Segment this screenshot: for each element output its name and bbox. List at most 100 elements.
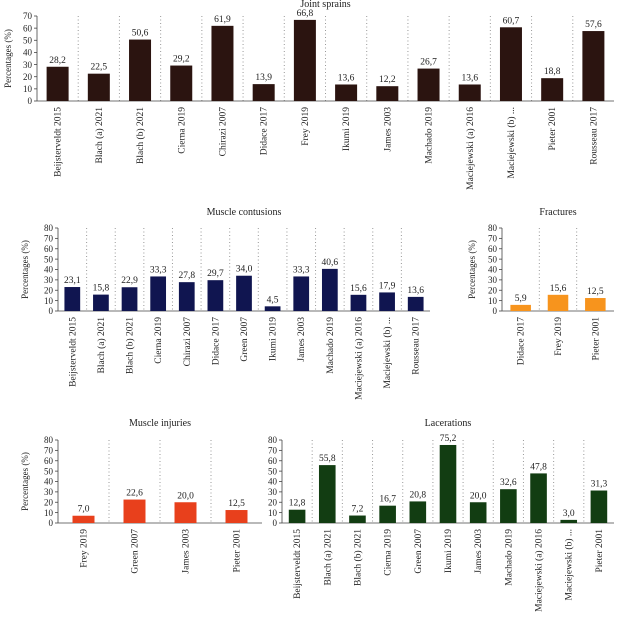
bar — [264, 306, 281, 311]
bar — [439, 444, 457, 523]
chart-2: Fractures Percentages (%) 0102030405060708… — [467, 207, 614, 365]
category-label: Ikumi 2019 — [444, 529, 454, 573]
data-label: 22,9 — [121, 276, 138, 286]
data-label: 15,6 — [550, 284, 567, 294]
bar — [178, 282, 195, 311]
data-label: 13,6 — [461, 73, 478, 83]
bar — [407, 296, 424, 311]
y-tick-label: 0 — [493, 306, 498, 316]
y-tick-label: 60 — [23, 23, 33, 33]
bar — [225, 510, 248, 523]
data-label: 13,9 — [255, 73, 272, 83]
y-tick-label: 40 — [44, 477, 54, 487]
data-label: 5,9 — [515, 294, 527, 304]
y-tick-label: 20 — [23, 72, 33, 82]
chart-title: Lacerations — [425, 418, 472, 429]
bar — [170, 65, 193, 101]
y-axis-label: Percentages (%) — [20, 240, 30, 299]
y-tick-label: 40 — [23, 48, 33, 58]
bar — [469, 502, 487, 523]
y-tick-label: 40 — [488, 265, 498, 275]
y-tick-label: 40 — [44, 265, 54, 275]
bar — [293, 276, 310, 311]
y-tick-label: 30 — [44, 275, 54, 285]
category-label: James 2003 — [182, 529, 192, 574]
bar — [211, 25, 234, 101]
data-label: 66,8 — [297, 9, 314, 19]
data-label: 13,6 — [338, 73, 355, 83]
data-label: 3,0 — [563, 509, 575, 519]
category-label: James 2003 — [297, 317, 307, 362]
y-tick-label: 80 — [44, 223, 54, 233]
y-tick-label: 10 — [44, 296, 54, 306]
bar — [121, 287, 138, 311]
bar — [547, 294, 569, 311]
category-label: James 2003 — [383, 107, 393, 152]
y-tick-label: 60 — [44, 244, 54, 254]
bar — [585, 298, 606, 311]
y-tick-label: 10 — [268, 508, 278, 518]
category-label: Blach (a) 2021 — [94, 107, 105, 164]
data-label: 16,7 — [379, 495, 396, 505]
chart-0: Joint sprains Percentages (%) 0 10 20 30 40 50 6… — [3, 0, 614, 190]
bar — [318, 465, 336, 523]
bar — [64, 287, 81, 311]
category-label: Frey 2019 — [301, 107, 311, 146]
bar — [93, 294, 109, 311]
data-label: 28,2 — [49, 56, 66, 66]
y-tick-label: 0 — [49, 518, 54, 528]
y-tick-label: 50 — [44, 254, 54, 264]
data-label: 15,6 — [350, 284, 367, 294]
data-label: 22,6 — [126, 489, 143, 499]
data-label: 12,8 — [289, 499, 306, 509]
bar — [236, 275, 252, 311]
bar — [293, 19, 316, 102]
y-tick-label: 70 — [23, 11, 33, 21]
y-tick-label: 0 — [28, 96, 33, 106]
category-label: Maciejewski (a) 2016 — [353, 317, 364, 400]
data-label: 47,8 — [530, 462, 547, 472]
bar — [530, 473, 547, 523]
category-label: Green 2007 — [414, 529, 424, 574]
data-label: 20,0 — [177, 491, 194, 501]
y-tick-label: 0 — [273, 518, 278, 528]
category-label: Maciejewski (a) 2016 — [465, 107, 476, 190]
y-axis-label: Percentages (%) — [3, 29, 13, 88]
bar — [129, 39, 152, 101]
data-label: 61,9 — [214, 15, 231, 25]
category-label: Blach (b) 2021 — [352, 529, 363, 586]
data-label: 12,5 — [587, 287, 604, 297]
data-label: 55,8 — [319, 454, 336, 464]
y-tick-label: 50 — [268, 466, 278, 476]
category-label: Green 2007 — [240, 317, 250, 362]
category-label: Green 2007 — [131, 529, 141, 574]
data-label: 57,6 — [585, 20, 602, 30]
y-tick-label: 60 — [268, 456, 278, 466]
bar — [510, 304, 531, 311]
bar — [349, 515, 366, 523]
bar — [541, 78, 564, 101]
data-label: 29,7 — [207, 269, 224, 279]
category-label: Rousseau 2017 — [412, 317, 422, 375]
bar — [590, 490, 608, 523]
data-label: 20,0 — [470, 491, 487, 501]
category-label: Ikumi 2019 — [342, 107, 352, 151]
data-label: 26,7 — [420, 58, 437, 68]
bar — [560, 519, 578, 523]
category-label: Blach (a) 2021 — [322, 529, 333, 586]
data-label: 4,5 — [267, 295, 279, 305]
data-label: 27,8 — [178, 271, 195, 281]
data-label: 12,2 — [379, 75, 396, 85]
data-label: 20,8 — [410, 490, 427, 500]
category-label: Maciejewski (a) 2016 — [534, 529, 545, 612]
y-tick-label: 70 — [44, 234, 54, 244]
category-label: Didace 2017 — [260, 107, 270, 156]
bar — [72, 515, 95, 523]
data-label: 60,7 — [503, 16, 520, 26]
bar — [350, 294, 367, 311]
data-label: 22,5 — [91, 63, 108, 73]
bar — [417, 68, 440, 101]
category-label: Chirazi 2007 — [218, 107, 228, 157]
category-label: Blach (b) 2021 — [125, 317, 136, 374]
